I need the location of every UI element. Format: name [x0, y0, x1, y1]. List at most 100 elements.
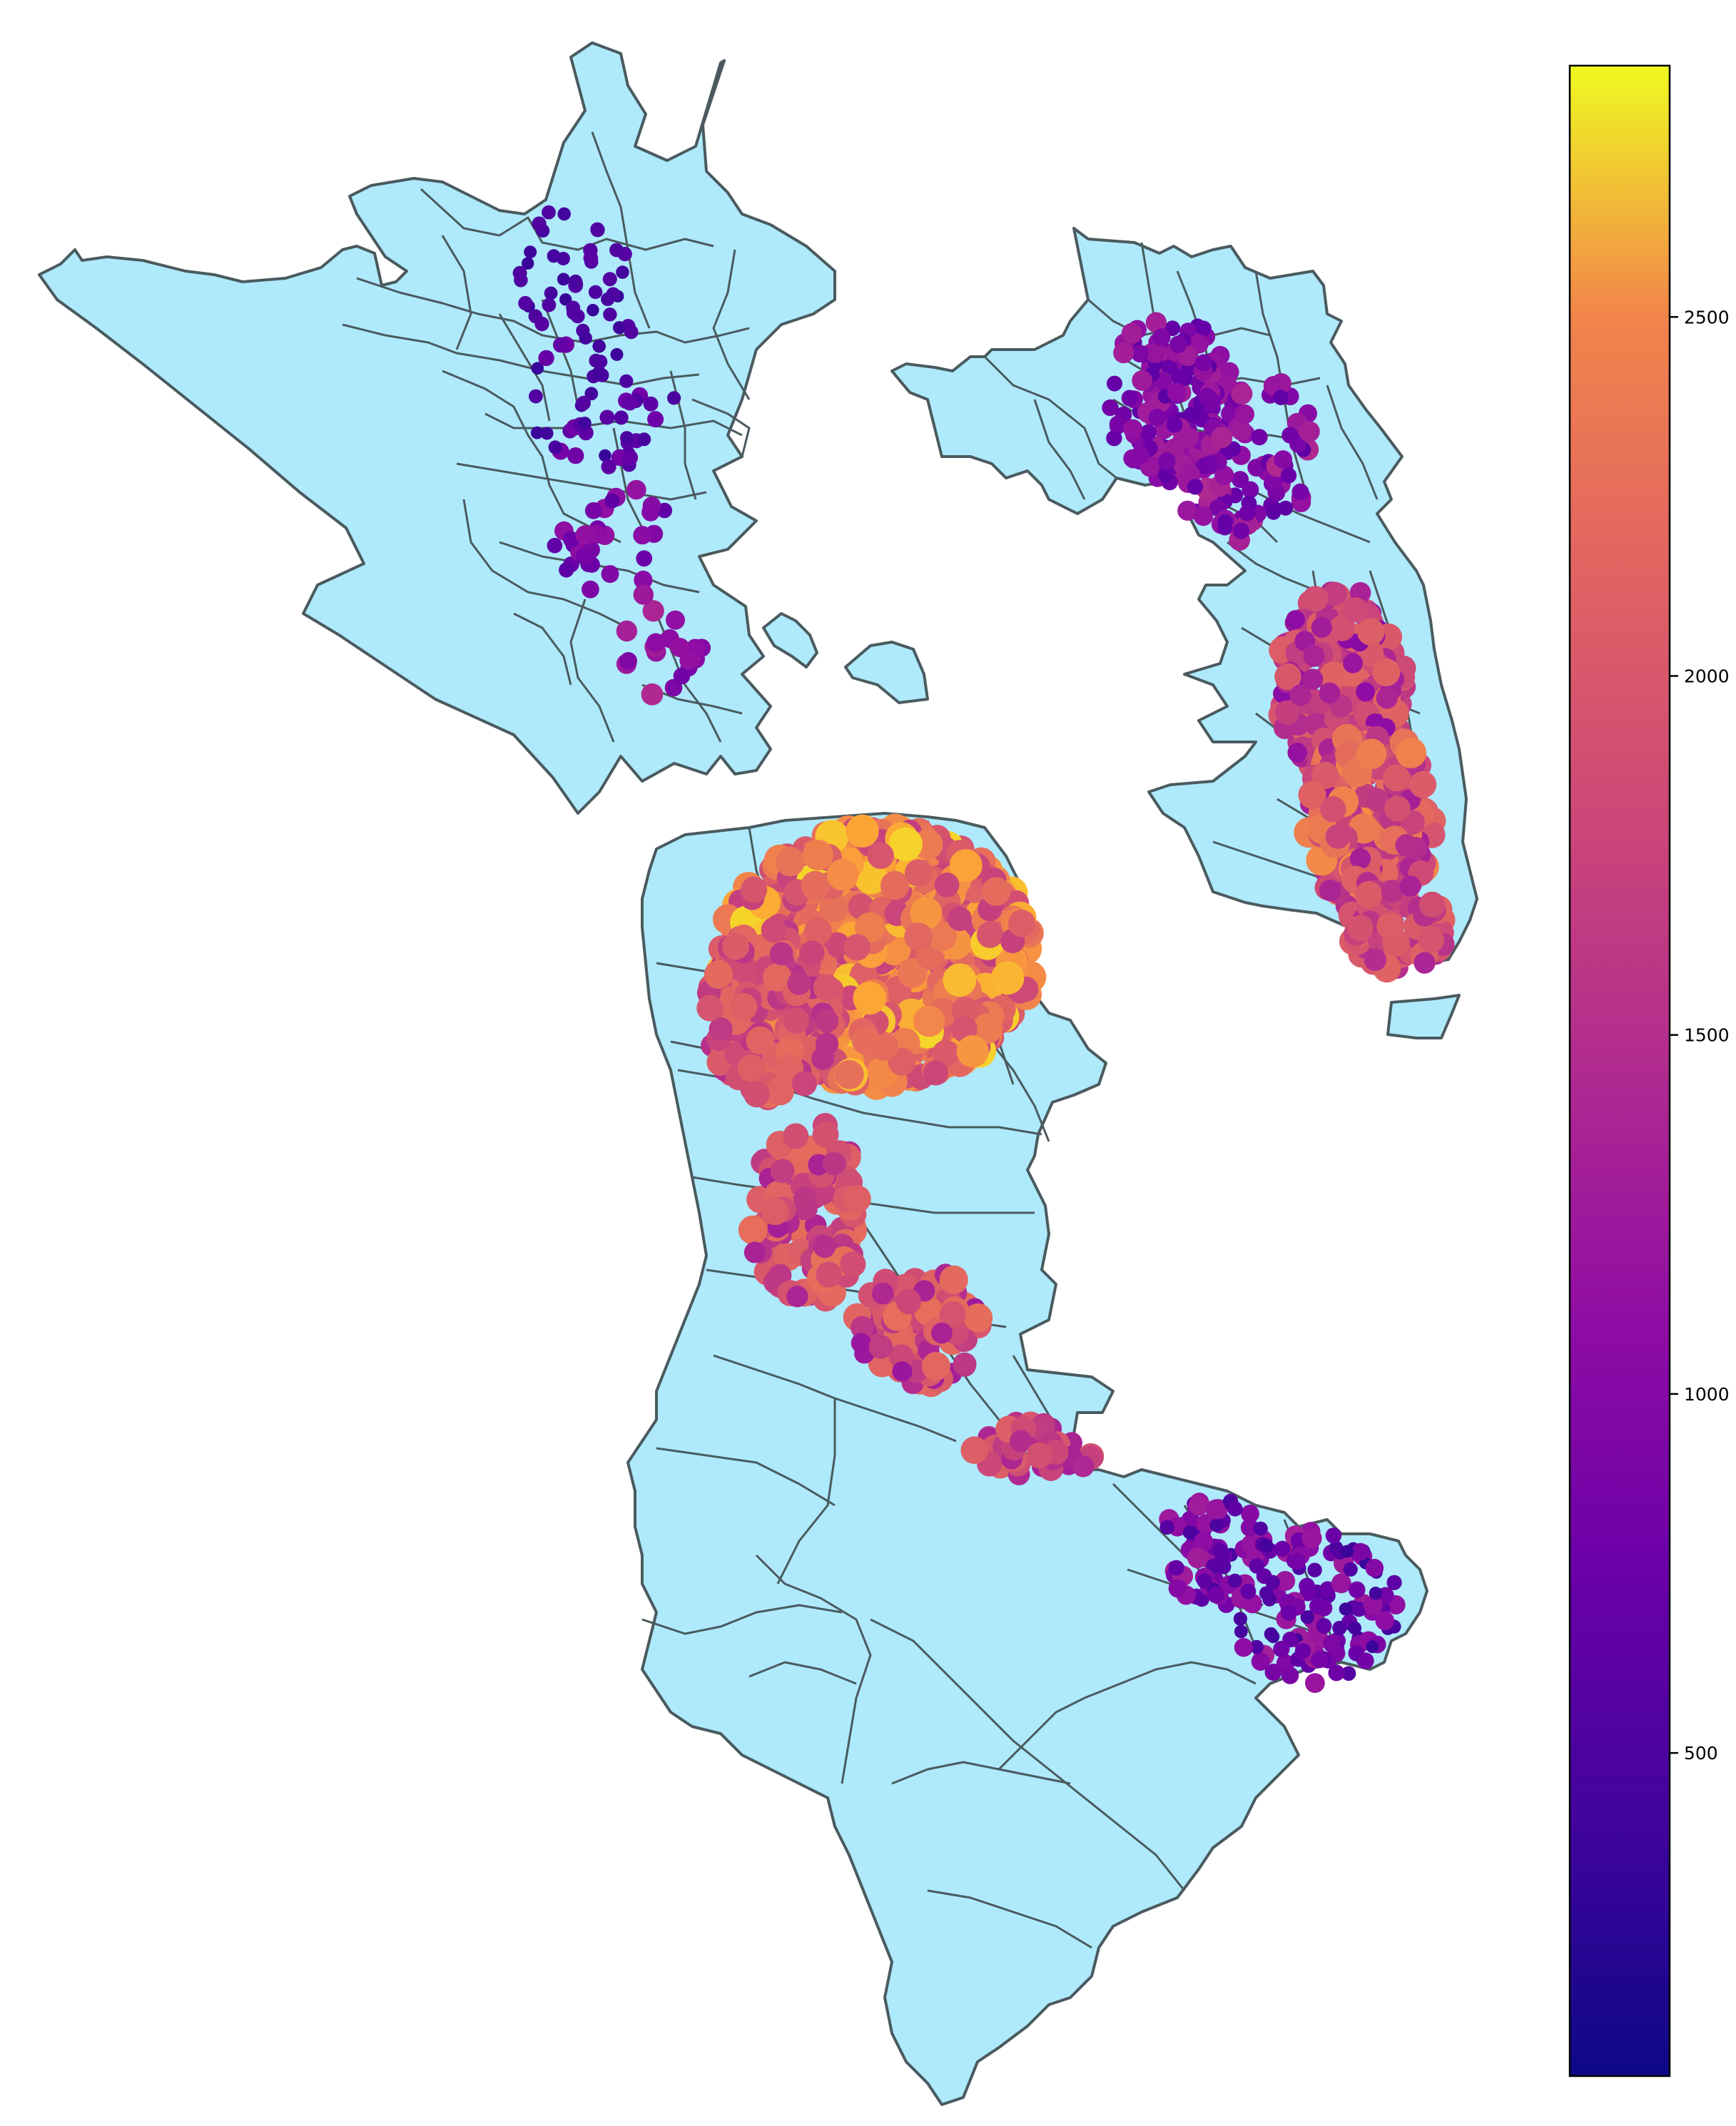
- incident-point: [770, 1159, 795, 1184]
- incident-point: [1183, 407, 1199, 422]
- incident-point: [1311, 617, 1332, 639]
- incident-point: [538, 350, 554, 367]
- incident-point: [766, 1077, 795, 1106]
- incident-point: [792, 1071, 817, 1097]
- incident-point: [799, 940, 825, 966]
- incident-point: [834, 1059, 864, 1089]
- incident-point: [1217, 514, 1234, 530]
- incident-point: [1299, 1577, 1315, 1594]
- incident-point: [939, 1301, 966, 1328]
- incident-point: [1239, 504, 1256, 522]
- incident-point: [1131, 345, 1149, 362]
- incident-point: [587, 304, 599, 317]
- incident-point: [553, 337, 569, 353]
- incident-point: [1299, 421, 1320, 442]
- incident-point: [1187, 1547, 1209, 1569]
- incident-point: [670, 638, 690, 658]
- incident-point: [1399, 875, 1421, 897]
- incident-point: [646, 633, 666, 652]
- incident-point: [592, 365, 606, 379]
- incident-point: [1356, 738, 1387, 770]
- incident-point: [588, 285, 603, 300]
- incident-point: [1298, 780, 1326, 809]
- incident-point: [1369, 1587, 1383, 1600]
- incident-point: [1182, 1525, 1197, 1540]
- incident-point: [559, 562, 574, 578]
- incident-point: [584, 502, 602, 519]
- incident-point: [1381, 880, 1404, 903]
- incident-point: [1375, 1611, 1395, 1631]
- incident-point: [1288, 1552, 1306, 1570]
- incident-point: [932, 1039, 960, 1067]
- incident-point: [934, 873, 960, 897]
- incident-point: [601, 565, 619, 584]
- incident-point: [1343, 1562, 1358, 1577]
- incident-point: [816, 1032, 839, 1056]
- incident-point: [1291, 483, 1309, 501]
- incident-point: [1341, 1545, 1354, 1558]
- incident-point: [601, 292, 615, 307]
- incident-point: [783, 1123, 809, 1149]
- incident-point: [1286, 610, 1305, 629]
- incident-point: [910, 897, 943, 930]
- incident-point: [1132, 370, 1153, 391]
- incident-point: [673, 667, 691, 685]
- incident-point: [1007, 910, 1036, 937]
- incident-point: [604, 493, 620, 509]
- incident-point: [531, 362, 544, 375]
- incident-point: [1343, 597, 1369, 623]
- incident-point: [1232, 471, 1249, 489]
- incident-point: [1249, 1639, 1264, 1654]
- incident-point: [826, 859, 859, 891]
- incident-point: [1161, 359, 1177, 375]
- incident-point: [1331, 1573, 1351, 1594]
- incident-point: [1130, 446, 1149, 464]
- incident-point: [1026, 1442, 1052, 1469]
- incident-point: [846, 814, 879, 848]
- incident-point: [1418, 926, 1445, 953]
- incident-point: [855, 912, 885, 943]
- incident-point: [897, 957, 928, 988]
- incident-point: [704, 960, 733, 989]
- incident-point: [641, 683, 664, 706]
- incident-point: [576, 395, 591, 411]
- incident-point: [871, 1282, 894, 1305]
- incident-point: [1188, 1495, 1209, 1516]
- incident-point: [721, 932, 750, 960]
- incident-point: [931, 1322, 953, 1344]
- incident-point: [1319, 880, 1341, 902]
- incident-point: [1281, 427, 1299, 444]
- incident-point: [1319, 1581, 1336, 1597]
- incident-point: [982, 877, 1011, 906]
- incident-point: [840, 1251, 866, 1278]
- incident-point: [1251, 1652, 1270, 1671]
- incident-point: [1109, 415, 1127, 433]
- incident-point: [610, 347, 624, 361]
- incident-point: [642, 497, 661, 515]
- incident-point: [557, 207, 571, 221]
- incident-point: [1234, 404, 1254, 424]
- incident-point: [1302, 586, 1329, 612]
- incident-point: [1363, 1595, 1384, 1616]
- incident-point: [1311, 1651, 1329, 1669]
- incident-point: [923, 1060, 948, 1086]
- incident-point: [1168, 1560, 1184, 1576]
- incident-point: [1413, 952, 1436, 974]
- incident-point: [843, 1185, 871, 1214]
- incident-point: [1249, 1558, 1265, 1574]
- incident-point: [624, 325, 639, 340]
- incident-point: [1193, 506, 1214, 527]
- incident-point: [696, 995, 724, 1022]
- incident-point: [1234, 1638, 1254, 1657]
- incident-point: [1357, 1652, 1374, 1669]
- incident-point: [737, 1054, 766, 1082]
- incident-point: [1305, 1673, 1325, 1694]
- incident-point: [1214, 1544, 1229, 1560]
- incident-point: [1349, 848, 1371, 870]
- incident-point: [1179, 427, 1199, 448]
- incident-point: [1152, 328, 1171, 347]
- incident-point: [729, 992, 758, 1021]
- incident-point: [1204, 393, 1222, 411]
- incident-point: [1309, 1597, 1326, 1614]
- incident-point: [1010, 1430, 1032, 1453]
